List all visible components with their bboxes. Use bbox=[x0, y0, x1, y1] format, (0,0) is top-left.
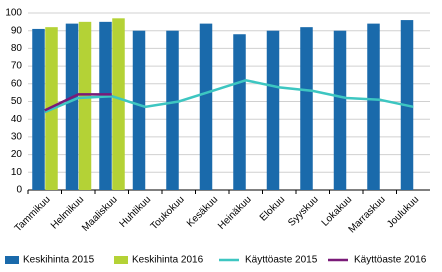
x-tick-label: Maaliskuu bbox=[80, 194, 120, 234]
legend-swatch bbox=[5, 256, 19, 264]
legend-swatch bbox=[114, 256, 128, 264]
y-tick-label: 30 bbox=[11, 132, 23, 143]
bar bbox=[65, 23, 79, 191]
legend-label: Keskihinta 2015 bbox=[23, 255, 95, 266]
bar bbox=[99, 21, 112, 190]
bar bbox=[333, 30, 347, 191]
line bbox=[44, 78, 414, 114]
y-tick-label: 70 bbox=[11, 61, 23, 72]
bar bbox=[233, 34, 246, 190]
y-tick-label: 10 bbox=[11, 167, 23, 178]
x-tick-label: Lokakuu bbox=[320, 194, 355, 229]
x-tick-label: Syyskuu bbox=[286, 194, 321, 229]
bar bbox=[32, 28, 45, 191]
bar bbox=[300, 27, 313, 190]
y-tick-label: 0 bbox=[16, 185, 22, 196]
legend-label: Käyttöaste 2015 bbox=[245, 255, 318, 266]
x-tick-label: Joulukuu bbox=[385, 194, 421, 230]
x-tick-label: Toukokuu bbox=[149, 194, 187, 232]
y-tick-label: 90 bbox=[11, 25, 23, 36]
bar bbox=[78, 21, 92, 190]
y-tick-label: 50 bbox=[11, 96, 23, 107]
x-tick-label: Marraskuu bbox=[347, 194, 388, 235]
bar bbox=[166, 30, 179, 191]
bar bbox=[132, 30, 146, 191]
y-tick-label: 60 bbox=[11, 78, 23, 89]
legend-label: Keskihinta 2016 bbox=[132, 255, 204, 266]
line bbox=[44, 93, 112, 112]
legend-label: Käyttöaste 2016 bbox=[354, 255, 427, 266]
y-tick-label: 80 bbox=[11, 43, 23, 54]
x-tick-label: Elokuu bbox=[258, 194, 287, 223]
y-tick-label: 100 bbox=[5, 8, 22, 19]
bar bbox=[199, 23, 213, 191]
bar bbox=[112, 18, 125, 191]
bar bbox=[266, 30, 280, 191]
y-tick-label: 20 bbox=[11, 149, 23, 160]
x-tick-label: Heinäkuu bbox=[216, 194, 254, 232]
y-tick-label: 40 bbox=[11, 114, 23, 125]
bar bbox=[367, 23, 380, 191]
x-tick-label: Tammikuu bbox=[13, 194, 53, 234]
